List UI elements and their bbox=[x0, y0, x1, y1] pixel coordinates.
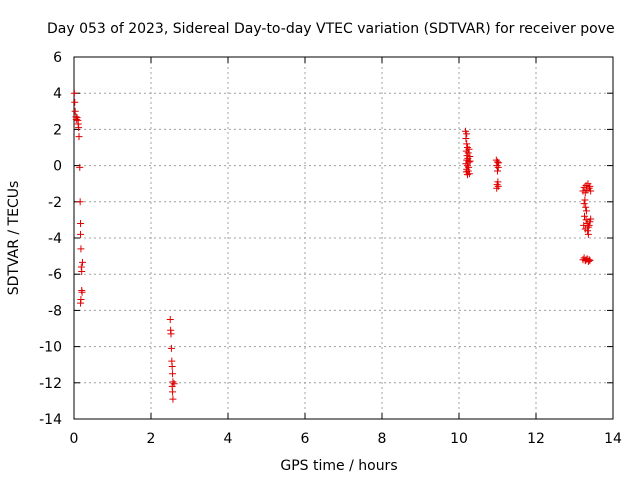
y-tick-label: -4 bbox=[48, 231, 62, 247]
data-point bbox=[462, 134, 470, 142]
data-point bbox=[586, 257, 594, 265]
y-tick-label: 2 bbox=[53, 122, 62, 138]
chart-title: Day 053 of 2023, Sidereal Day-to-day VTE… bbox=[47, 21, 615, 37]
data-point bbox=[584, 227, 592, 235]
data-point bbox=[71, 98, 79, 106]
y-tick-labels: -14 -12 -10 -8 -6 -4 -2 0 2 4 6 bbox=[39, 50, 62, 428]
data-point bbox=[75, 133, 83, 141]
x-tick-labels: 0 2 4 6 8 10 12 14 bbox=[70, 431, 622, 447]
data-point bbox=[493, 162, 501, 170]
data-point bbox=[494, 167, 501, 175]
data-point bbox=[78, 258, 86, 266]
data-point bbox=[77, 245, 85, 253]
data-point bbox=[493, 184, 501, 192]
data-point bbox=[584, 230, 592, 238]
data-point bbox=[580, 221, 588, 229]
data-point bbox=[76, 198, 84, 206]
y-ticks bbox=[74, 56, 613, 420]
data-point bbox=[463, 171, 471, 179]
data-points bbox=[70, 89, 595, 403]
data-point bbox=[494, 182, 502, 190]
x-tick-label: 10 bbox=[450, 431, 468, 447]
y-tick-label: 0 bbox=[53, 159, 62, 175]
data-point bbox=[582, 203, 590, 211]
data-point bbox=[167, 330, 175, 338]
data-point bbox=[77, 299, 85, 307]
data-point bbox=[494, 163, 502, 171]
data-point bbox=[585, 256, 593, 264]
x-tick-label: 6 bbox=[301, 431, 310, 447]
data-point bbox=[71, 107, 79, 115]
data-point bbox=[587, 187, 595, 195]
y-tick-label: -2 bbox=[48, 195, 62, 211]
y-tick-label: -14 bbox=[39, 412, 62, 428]
data-point bbox=[465, 145, 473, 153]
data-point bbox=[579, 256, 587, 264]
y-tick-label: -10 bbox=[39, 340, 62, 356]
y-tick-label: 4 bbox=[53, 86, 62, 102]
data-point bbox=[78, 267, 86, 275]
data-point bbox=[463, 144, 471, 151]
data-point bbox=[584, 258, 592, 266]
data-point bbox=[586, 182, 594, 190]
data-point bbox=[76, 163, 84, 171]
x-tick-label: 12 bbox=[527, 431, 545, 447]
data-point bbox=[587, 215, 595, 223]
data-point bbox=[580, 200, 588, 208]
y-tick-label: -6 bbox=[48, 267, 62, 283]
data-point bbox=[169, 370, 177, 378]
y-tick-label: -8 bbox=[48, 303, 62, 319]
data-point bbox=[494, 158, 501, 166]
data-point bbox=[462, 160, 470, 168]
data-point bbox=[77, 230, 85, 238]
data-point bbox=[582, 216, 590, 224]
data-point bbox=[169, 378, 177, 386]
x-tick-label: 0 bbox=[70, 431, 79, 447]
y-tick-label: 6 bbox=[53, 50, 62, 66]
x-tick-label: 2 bbox=[147, 431, 156, 447]
data-point bbox=[169, 395, 177, 403]
data-point bbox=[166, 315, 174, 323]
grid-lines bbox=[74, 57, 613, 419]
data-point bbox=[167, 344, 175, 352]
y-axis-label: SDTVAR / TECUs bbox=[6, 181, 22, 296]
x-tick-label: 14 bbox=[604, 431, 622, 447]
x-tick-label: 8 bbox=[378, 431, 387, 447]
data-point bbox=[463, 130, 471, 138]
data-point bbox=[70, 89, 78, 97]
data-point bbox=[168, 363, 176, 371]
data-point bbox=[77, 220, 85, 228]
data-point bbox=[463, 140, 471, 148]
x-axis-label: GPS time / hours bbox=[280, 458, 397, 474]
data-point bbox=[169, 388, 177, 396]
data-point bbox=[584, 223, 592, 231]
data-point bbox=[75, 124, 83, 132]
data-point bbox=[466, 157, 474, 165]
data-point bbox=[581, 212, 589, 220]
x-tick-label: 4 bbox=[224, 431, 233, 447]
data-point bbox=[72, 115, 80, 123]
y-tick-label: -12 bbox=[39, 376, 62, 392]
data-point bbox=[582, 207, 590, 215]
data-point bbox=[581, 196, 589, 204]
x-ticks bbox=[73, 57, 614, 419]
data-point bbox=[78, 288, 86, 296]
data-point bbox=[463, 162, 471, 170]
